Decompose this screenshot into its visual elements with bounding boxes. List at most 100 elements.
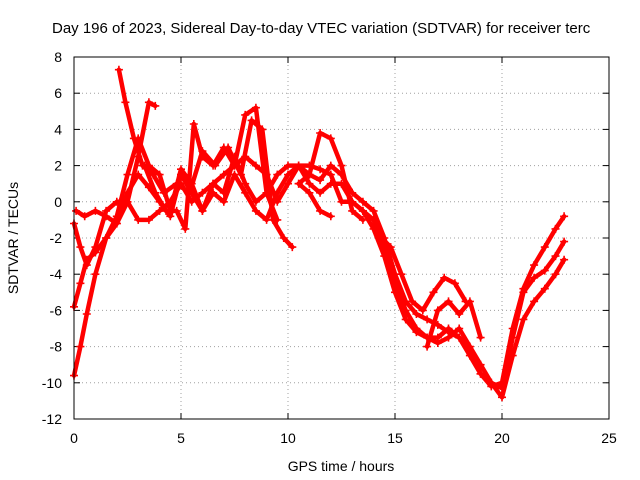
y-tick-label: 0 xyxy=(54,194,62,210)
y-tick-label: -2 xyxy=(50,230,63,246)
data-point xyxy=(540,243,549,252)
data-point xyxy=(166,197,175,206)
data-point xyxy=(444,297,453,306)
y-tick-label: 2 xyxy=(54,158,62,174)
data-point xyxy=(198,152,207,161)
data-point xyxy=(279,234,288,242)
data-point xyxy=(273,170,282,179)
x-tick-label: 10 xyxy=(280,430,296,446)
data-point xyxy=(123,197,132,206)
data-point xyxy=(412,324,421,333)
data-point xyxy=(112,197,121,206)
data-point xyxy=(358,206,367,215)
series-trace-5 xyxy=(72,98,160,228)
x-tick-label: 0 xyxy=(70,430,78,446)
series-trace-9 xyxy=(373,230,470,315)
x-tick-label: 5 xyxy=(177,430,185,446)
data-point xyxy=(560,212,569,221)
y-tick-label: 8 xyxy=(54,49,62,65)
data-point xyxy=(316,176,325,185)
data-point xyxy=(284,179,292,188)
series-trace-6 xyxy=(140,103,282,233)
series-line xyxy=(71,163,567,400)
data-point xyxy=(498,378,506,387)
data-point xyxy=(358,197,367,206)
data-point xyxy=(326,161,335,170)
data-point xyxy=(288,243,297,252)
data-point xyxy=(401,306,410,315)
data-point xyxy=(177,165,185,174)
data-point xyxy=(102,212,111,221)
data-point xyxy=(219,143,228,152)
data-point xyxy=(397,270,406,279)
data-point xyxy=(172,179,181,188)
data-point xyxy=(337,197,346,206)
data-point xyxy=(408,297,417,306)
data-point xyxy=(316,206,325,215)
data-point xyxy=(369,215,378,224)
data-point xyxy=(251,103,260,112)
data-point xyxy=(423,315,432,324)
data-point xyxy=(140,161,149,170)
data-point xyxy=(498,393,506,402)
data-point xyxy=(433,333,442,342)
data-point xyxy=(241,188,250,197)
data-point xyxy=(519,284,528,293)
data-point xyxy=(530,261,539,270)
data-point xyxy=(262,188,271,197)
data-point xyxy=(123,170,132,179)
data-point xyxy=(530,297,539,306)
data-point xyxy=(326,212,335,221)
data-point xyxy=(316,188,325,197)
data-point xyxy=(114,65,123,74)
data-point xyxy=(412,310,421,318)
data-point xyxy=(198,188,207,197)
data-point xyxy=(391,279,399,288)
data-point xyxy=(560,255,569,264)
data-point xyxy=(80,212,89,221)
series-line xyxy=(424,299,483,349)
grid-layer xyxy=(74,57,609,419)
x-tick-label: 25 xyxy=(601,430,617,446)
data-point xyxy=(230,161,239,170)
data-point xyxy=(198,206,207,215)
data-point xyxy=(455,333,464,342)
y-tick-label: -12 xyxy=(42,411,62,427)
data-point xyxy=(305,170,314,179)
data-point xyxy=(305,179,314,188)
data-point xyxy=(102,234,111,242)
data-point xyxy=(519,315,528,324)
series-line xyxy=(296,181,334,219)
data-point xyxy=(423,342,432,351)
data-point xyxy=(251,161,260,170)
data-point xyxy=(76,342,85,351)
data-point xyxy=(508,324,517,333)
y-tick-label: -8 xyxy=(50,339,63,355)
data-point xyxy=(358,215,367,224)
data-point xyxy=(551,252,560,261)
data-point xyxy=(82,310,91,318)
series-trace-8 xyxy=(294,179,335,221)
y-axis-title: SDTVAR / TECUs xyxy=(5,182,21,294)
data-point xyxy=(284,161,292,170)
data-point xyxy=(172,206,181,215)
data-point xyxy=(305,188,314,197)
data-point xyxy=(440,273,449,282)
data-point xyxy=(348,206,357,215)
data-point xyxy=(219,188,228,197)
data-point xyxy=(134,152,143,161)
data-point xyxy=(72,206,81,215)
plot-layer xyxy=(70,65,569,402)
data-point xyxy=(144,98,153,107)
data-point xyxy=(326,134,335,143)
y-tick-label: 4 xyxy=(54,121,62,137)
data-point xyxy=(251,206,260,215)
y-tick-label: -4 xyxy=(50,266,63,282)
data-point xyxy=(316,129,325,137)
data-point xyxy=(369,206,378,215)
data-point xyxy=(241,179,250,188)
data-point xyxy=(76,243,85,252)
data-point xyxy=(476,369,485,378)
data-point xyxy=(181,224,190,233)
